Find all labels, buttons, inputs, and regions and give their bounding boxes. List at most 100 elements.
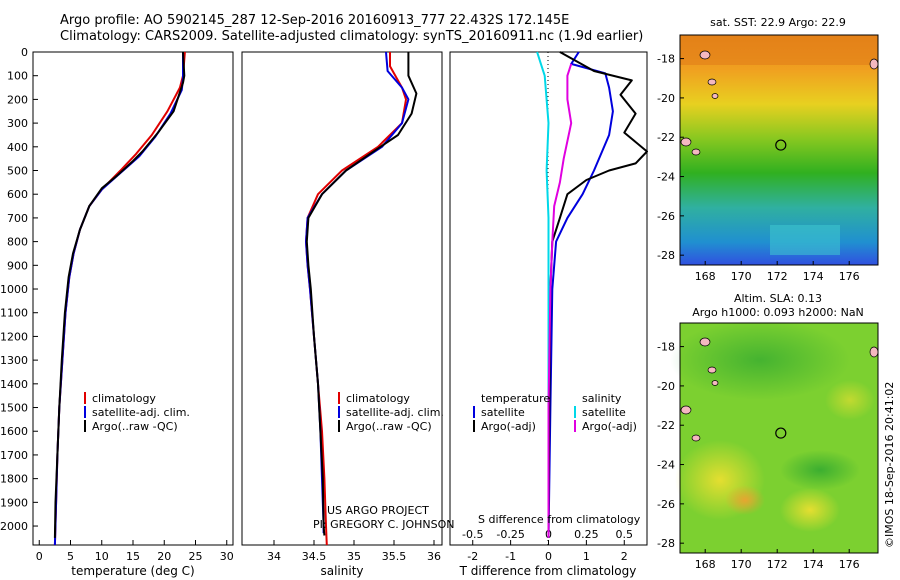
- map-y-tick-label: -20: [657, 92, 675, 105]
- y-tick-label: 1400: [0, 378, 28, 391]
- map-x-tick-label: 170: [731, 558, 752, 571]
- map-x-tick-label: 174: [803, 558, 824, 571]
- profile-title: Argo profile: AO 5902145_287 12-Sep-2016…: [60, 13, 570, 28]
- x-tick-label: -2: [467, 550, 478, 563]
- y-tick-label: 0: [21, 46, 28, 59]
- t-difference-axis-label: T difference from climatology: [459, 564, 637, 578]
- map-y-tick-label: -22: [657, 419, 675, 432]
- island: [699, 50, 711, 60]
- island: [707, 366, 717, 374]
- difference-lines: [536, 51, 648, 538]
- s-tick-label: 0.5: [616, 528, 634, 541]
- legend-label-argo: Argo(..raw -QC): [346, 420, 432, 433]
- climatology-title: Climatology: CARS2009. Satellite-adjuste…: [60, 29, 644, 44]
- sla-map-frame: [679, 322, 879, 554]
- sla-high-region: [725, 485, 765, 515]
- x-tick-label: 2: [621, 550, 628, 563]
- y-tick-label: 100: [7, 70, 28, 83]
- x-tick-label: 1: [583, 550, 590, 563]
- temperature-axis-label: temperature (deg C): [71, 564, 194, 578]
- x-tick-label: 30: [220, 550, 234, 563]
- legend-label-t-argo: Argo(-adj): [481, 420, 536, 433]
- legend-label-climatology: climatology: [346, 392, 410, 405]
- sst-map-frame: [679, 34, 879, 266]
- imos-watermark: ©IMOS 18-Sep-2016 20:41:02: [883, 382, 896, 548]
- island: [869, 58, 879, 70]
- salinity-legend: climatology satellite-adj. clim. Argo(..…: [338, 392, 444, 433]
- legend-title-temperature: temperature: [481, 392, 550, 405]
- sla-high-region: [780, 488, 840, 532]
- island: [707, 78, 717, 86]
- island: [680, 137, 692, 147]
- series-line-salinity-satellite: [536, 51, 550, 538]
- series-line-climatology: [53, 51, 186, 546]
- map-x-tick-label: 174: [803, 270, 824, 283]
- x-tick-label: 15: [126, 550, 140, 563]
- s-tick-label: -0.5: [462, 528, 483, 541]
- island: [691, 434, 701, 442]
- sla-map: Altim. SLA: 0.13 Argo h1000: 0.093 h2000…: [657, 292, 879, 571]
- legend-label-s-satellite: satellite: [582, 406, 626, 419]
- island: [711, 93, 719, 99]
- credit-project: US ARGO PROJECT: [327, 504, 429, 517]
- map-x-tick-label: 176: [839, 270, 860, 283]
- difference-panel: -2 -1 0 1 2 -0.5 -0.25 0 0.25 0.5 S difference f…: [449, 51, 648, 578]
- y-tick-label: 1000: [0, 283, 28, 296]
- islands: [680, 50, 879, 156]
- x-tick-label: 10: [95, 550, 109, 563]
- salinity-axes-frame: [241, 51, 443, 546]
- salinity-ticks: 34 34.5 35 35.5 36: [267, 540, 441, 563]
- legend-label-s-argo: Argo(-adj): [582, 420, 637, 433]
- y-tick-label: 1200: [0, 330, 28, 343]
- argo-location-marker: [775, 427, 787, 439]
- map-y-tick-label: -26: [657, 498, 675, 511]
- islands: [680, 337, 879, 442]
- island: [699, 337, 711, 347]
- y-tick-label: 600: [7, 188, 28, 201]
- y-tick-label: 300: [7, 117, 28, 130]
- island: [691, 148, 701, 156]
- difference-legend-salinity: salinity satellite Argo(-adj): [574, 392, 637, 433]
- sla-map-subtitle: Argo h1000: 0.093 h2000: NaN: [692, 306, 864, 319]
- s-tick-label: 0.25: [574, 528, 599, 541]
- sst-cool-patch: [770, 225, 840, 255]
- temperature-panel: 0100200300400500600700800900100011001200…: [0, 46, 234, 578]
- legend-label-argo: Argo(..raw -QC): [92, 420, 178, 433]
- sst-map: sat. SST: 22.9 Argo: 22.9 168 170 172 174 17…: [657, 16, 879, 283]
- sla-high-region: [825, 380, 875, 420]
- series-line-argo-raw-qc-: [305, 52, 418, 536]
- map-x-tick-label: 172: [767, 558, 788, 571]
- sst-map-ticks: 168 170 172 174 176 -18 -20 -22 -24 -26 -28: [657, 53, 860, 283]
- map-y-tick-label: -28: [657, 249, 675, 262]
- map-y-tick-label: -22: [657, 131, 675, 144]
- y-tick-label: 400: [7, 141, 28, 154]
- argo-location-marker: [775, 139, 787, 151]
- map-x-tick-label: 168: [695, 270, 716, 283]
- legend-label-climatology: climatology: [92, 392, 156, 405]
- x-tick-label: 0: [545, 550, 552, 563]
- series-line-argo-raw-qc-: [53, 51, 186, 538]
- y-tick-label: 1700: [0, 449, 28, 462]
- y-tick-label: 1900: [0, 496, 28, 509]
- salinity-panel: 34 34.5 35 35.5 36 salinity climatology sate…: [241, 51, 454, 578]
- map-y-tick-label: -24: [657, 459, 675, 472]
- temperature-axes-frame: [32, 51, 234, 546]
- x-tick-label: 0: [36, 550, 43, 563]
- difference-legend-temperature: temperature satellite Argo(-adj): [473, 392, 550, 433]
- s-tick-label: -0.25: [496, 528, 524, 541]
- sla-map-title: Altim. SLA: 0.13: [734, 292, 822, 305]
- map-y-tick-label: -20: [657, 380, 675, 393]
- credit-pi: PI: GREGORY C. JOHNSON: [313, 518, 454, 531]
- sst-map-title: sat. SST: 22.9 Argo: 22.9: [710, 16, 846, 29]
- map-y-tick-label: -18: [657, 53, 675, 66]
- y-tick-label: 1100: [0, 307, 28, 320]
- x-tick-label: 35.5: [382, 550, 407, 563]
- depth-ticks: 0 100 200 300 400 500 600 700 800 900 1000 1100 1200…: [0, 46, 38, 533]
- y-tick-label: 700: [7, 212, 28, 225]
- map-x-tick-label: 170: [731, 270, 752, 283]
- salinity-lines: [305, 51, 418, 546]
- y-tick-label: 1300: [0, 354, 28, 367]
- legend-label-satellite: satellite-adj. clim.: [346, 406, 444, 419]
- x-tick-label: 5: [67, 550, 74, 563]
